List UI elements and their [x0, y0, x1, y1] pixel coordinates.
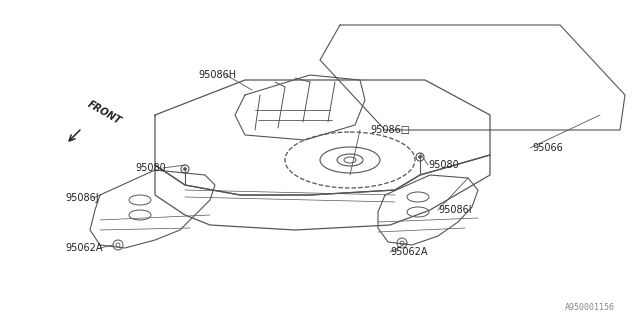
Text: A950001156: A950001156	[565, 303, 615, 312]
Text: FRONT: FRONT	[86, 99, 123, 126]
Text: 95086I: 95086I	[438, 205, 472, 215]
Text: 95080: 95080	[135, 163, 166, 173]
Text: 95080: 95080	[428, 160, 459, 170]
Text: 95086J: 95086J	[65, 193, 99, 203]
Text: 95062A: 95062A	[390, 247, 428, 257]
Text: 95062A: 95062A	[65, 243, 102, 253]
Text: 95066: 95066	[532, 143, 563, 153]
Circle shape	[416, 153, 424, 161]
Text: 95086□: 95086□	[370, 125, 410, 135]
Circle shape	[181, 165, 189, 173]
Circle shape	[184, 167, 186, 171]
Circle shape	[419, 156, 422, 158]
Text: 95086H: 95086H	[198, 70, 236, 80]
